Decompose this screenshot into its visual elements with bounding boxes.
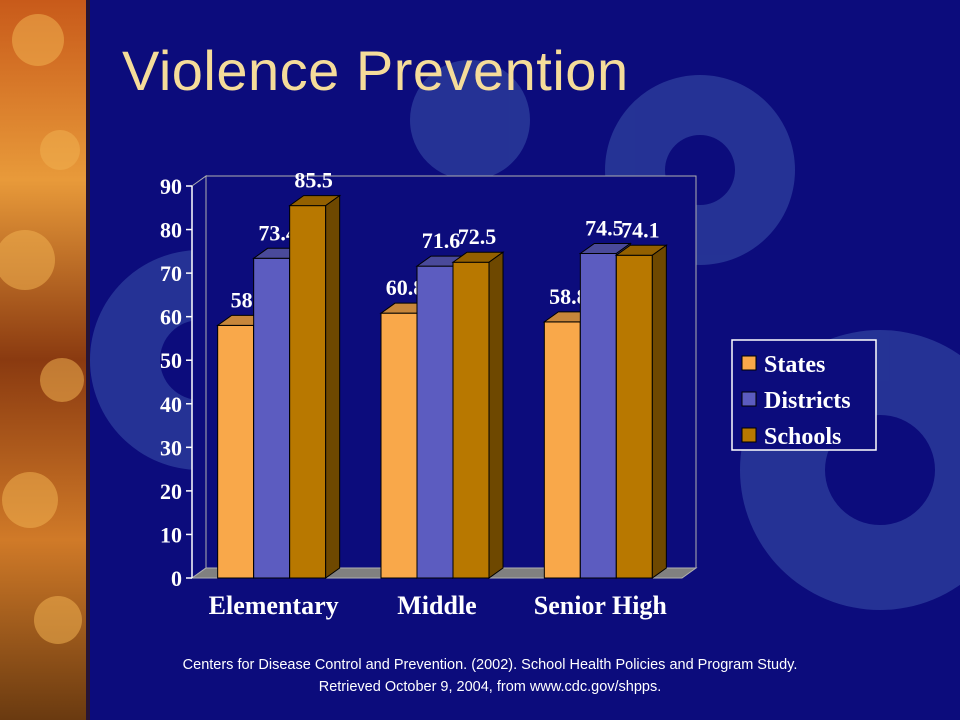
y-tick-label: 20: [160, 479, 182, 504]
data-label: 74.5: [585, 216, 624, 241]
bar-schools: [452, 261, 490, 579]
legend-swatch: [741, 427, 757, 443]
bar-side-face: [651, 244, 667, 579]
y-tick-label: 30: [160, 435, 182, 460]
y-tick-label: 50: [160, 348, 182, 373]
bar-districts: [416, 265, 454, 579]
bar-districts: [579, 253, 617, 579]
data-label: 58: [231, 287, 253, 312]
bar-districts: [253, 257, 291, 579]
bar-side-face: [488, 251, 504, 579]
legend-label: States: [764, 352, 825, 378]
bar-side-face: [325, 194, 341, 579]
data-label: 85.5: [294, 168, 333, 193]
y-tick-label: 10: [160, 522, 182, 547]
x-category-label: Senior High: [534, 591, 668, 620]
y-tick-label: 60: [160, 305, 182, 330]
strip-gear-pattern: [0, 14, 84, 644]
data-label: 72.5: [458, 224, 497, 249]
data-label: 74.1: [621, 217, 660, 242]
y-tick-label: 0: [171, 566, 182, 591]
data-label: 71.6: [422, 228, 461, 253]
bar-states: [217, 324, 255, 579]
bar-schools: [615, 254, 653, 579]
chart-side-wall: [191, 175, 207, 579]
y-tick-label: 80: [160, 218, 182, 243]
bar-schools: [289, 205, 327, 579]
slide-title: Violence Prevention: [122, 39, 629, 102]
legend-swatch: [741, 355, 757, 371]
y-tick-label: 40: [160, 392, 182, 417]
legend-label: Schools: [764, 424, 841, 450]
bar-states: [543, 321, 581, 579]
left-decorative-strip: [0, 0, 86, 720]
bar-states: [380, 312, 418, 579]
legend-label: Districts: [764, 388, 851, 414]
x-category-label: Middle: [397, 591, 476, 620]
legend-swatch: [741, 391, 757, 407]
x-category-label: Elementary: [209, 591, 339, 620]
citation-text: Centers for Disease Control and Preventi…: [182, 657, 798, 695]
y-tick-label: 90: [160, 174, 182, 199]
y-tick-label: 70: [160, 261, 182, 286]
